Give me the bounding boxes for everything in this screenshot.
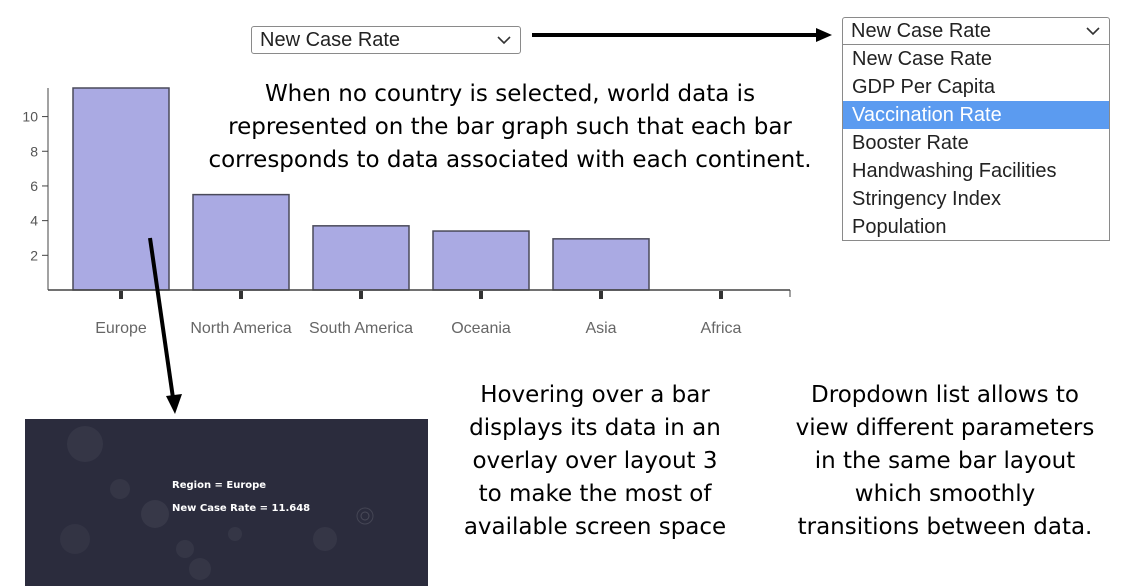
parameter-select-value: New Case Rate [260, 28, 401, 51]
option-gdp-per-capita[interactable]: GDP Per Capita [852, 76, 996, 98]
option-new-case-rate[interactable]: New Case Rate [852, 48, 993, 70]
annotation-line: Dropdown list allows to [811, 382, 1079, 408]
bar-north-america[interactable] [192, 193, 290, 291]
annotation-line: which smoothly [854, 481, 1036, 507]
annotation-line: represented on the bar graph such that e… [228, 114, 792, 140]
x-tick-label: Asia [585, 320, 616, 337]
x-tick-label: Oceania [451, 320, 511, 337]
parameter-select-open-value: New Case Rate [851, 19, 992, 42]
overlay-value-text: New Case Rate = 11.648 [172, 503, 311, 514]
y-tick-label: 6 [30, 178, 38, 194]
parameter-select[interactable]: New Case Rate [251, 26, 521, 54]
annotation-line: view different parameters [795, 415, 1095, 441]
hover-annotation: Hovering over a bar displays its data in… [455, 379, 735, 544]
parameter-select-open[interactable]: New Case Rate [842, 17, 1110, 45]
chevron-down-icon [497, 36, 511, 45]
option-booster-rate[interactable]: Booster Rate [852, 132, 969, 154]
chevron-down-icon [1086, 27, 1100, 36]
x-tick-label: Africa [701, 320, 742, 337]
x-tick-label: Europe [95, 320, 147, 337]
hover-overlay: Region = Europe New Case Rate = 11.648 [25, 419, 428, 586]
dropdown-annotation: Dropdown list allows to view different p… [790, 379, 1100, 544]
option-handwashing-facilities[interactable]: Handwashing Facilities [852, 160, 1057, 182]
bar-asia[interactable] [552, 238, 650, 291]
option-population[interactable]: Population [852, 216, 947, 238]
annotation-line: to make the most of [478, 481, 712, 507]
x-tick-label: North America [190, 320, 291, 337]
bar-oceania[interactable] [432, 230, 530, 291]
y-tick-label: 8 [30, 143, 38, 159]
bokeh-background [60, 426, 374, 580]
annotation-line: Hovering over a bar [480, 382, 710, 408]
bar-south-america[interactable] [312, 225, 410, 291]
annotation-line: When no country is selected, world data … [264, 81, 756, 107]
x-tick-label: South America [309, 320, 413, 337]
annotation-line: corresponds to data associated with each… [208, 147, 812, 173]
annotation-line: overlay over layout 3 [472, 448, 718, 474]
overlay-region-text: Region = Europe [172, 480, 267, 491]
dropdown-options-list: New Case Rate GDP Per Capita Vaccination… [842, 45, 1110, 241]
arrow-right-icon [532, 28, 832, 42]
y-tick-label: 2 [30, 247, 38, 263]
annotation-line: in the same bar layout [814, 448, 1076, 474]
annotation-line: available screen space [463, 514, 727, 540]
y-tick-label: 4 [30, 213, 38, 229]
annotation-line: displays its data in an [469, 415, 721, 441]
world-data-annotation: When no country is selected, world data … [180, 78, 840, 177]
arrow-down-icon [148, 237, 182, 414]
option-vaccination-rate[interactable]: Vaccination Rate [843, 101, 1109, 129]
annotation-line: transitions between data. [797, 514, 1093, 540]
option-stringency-index[interactable]: Stringency Index [852, 188, 1001, 210]
y-tick-label: 10 [22, 109, 38, 125]
